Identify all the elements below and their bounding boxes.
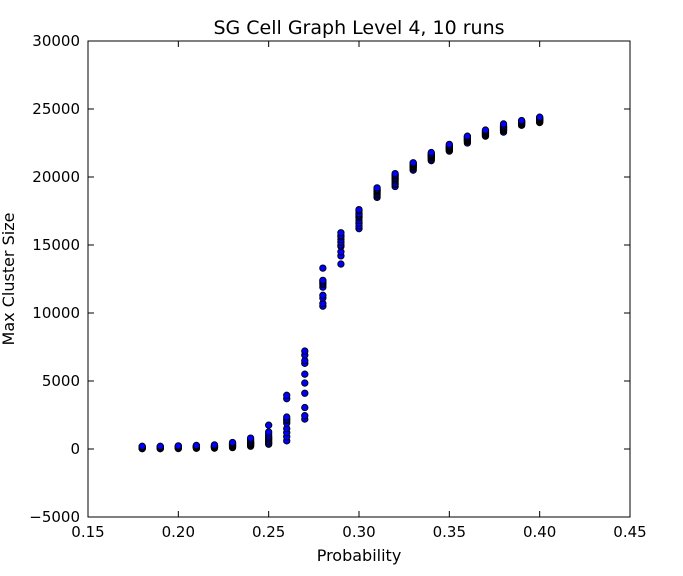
- scatter-point: [427, 148, 435, 157]
- scatter-point: [138, 442, 146, 450]
- scatter-point: [319, 291, 327, 299]
- scatter-point: [265, 428, 273, 436]
- plot-frame: [87, 40, 631, 518]
- y-tick-label: 15000: [32, 236, 80, 254]
- scatter-point: [174, 442, 182, 450]
- scatter-point: [192, 441, 201, 450]
- scatter-point: [265, 421, 273, 429]
- scatter-point: [517, 116, 526, 125]
- x-axis-ticks: 0.15 0.20 0.25 0.30 0.35 0.40 0.45: [71, 41, 647, 541]
- scatter-point: [301, 347, 309, 355]
- y-tick-label: 25000: [32, 100, 80, 118]
- data-points: [138, 113, 544, 453]
- x-tick-label: 0.30: [342, 523, 375, 541]
- scatter-point: [445, 140, 453, 149]
- scatter-point: [355, 205, 363, 214]
- scatter-point: [391, 169, 399, 178]
- y-axis-ticks: −5000 0 5000 10000 15000 20000 25000 30000: [29, 32, 630, 526]
- chart-title: SG Cell Graph Level 4, 10 runs: [213, 17, 504, 39]
- y-tick-label: −5000: [29, 508, 80, 526]
- scatter-point: [228, 438, 237, 447]
- scatter-point: [337, 260, 345, 268]
- scatter-point: [463, 132, 472, 140]
- scatter-point: [301, 403, 309, 412]
- scatter-point: [319, 276, 327, 285]
- scatter-point: [337, 229, 345, 237]
- scatter-point: [283, 391, 291, 399]
- scatter-point: [156, 442, 164, 450]
- scatter-point: [499, 120, 508, 128]
- scatter-point: [301, 389, 309, 397]
- scatter-point: [536, 113, 544, 121]
- scatter-point: [481, 126, 490, 134]
- y-tick-label: 30000: [32, 32, 80, 50]
- scatter-point: [319, 264, 327, 272]
- x-tick-label: 0.40: [523, 523, 556, 541]
- scatter-point: [409, 159, 417, 167]
- x-tick-label: 0.45: [613, 523, 646, 541]
- x-tick-label: 0.15: [71, 523, 104, 541]
- x-tick-label: 0.25: [252, 523, 285, 541]
- y-tick-label: 5000: [42, 372, 80, 390]
- y-tick-label: 10000: [32, 304, 80, 322]
- y-axis-label: Max Cluster Size: [0, 213, 18, 346]
- x-tick-label: 0.35: [433, 523, 466, 541]
- y-tick-label: 20000: [32, 168, 80, 186]
- x-tick-label: 0.20: [162, 523, 195, 541]
- y-tick-label: 0: [70, 440, 80, 458]
- scatter-point: [301, 370, 309, 378]
- scatter-point: [283, 413, 291, 421]
- scatter-point: [246, 434, 255, 442]
- scatter-point: [301, 412, 309, 420]
- scatter-point: [301, 379, 309, 387]
- scatter-point: [373, 184, 381, 192]
- scatter-point: [210, 441, 219, 449]
- x-axis-label: Probability: [317, 546, 402, 565]
